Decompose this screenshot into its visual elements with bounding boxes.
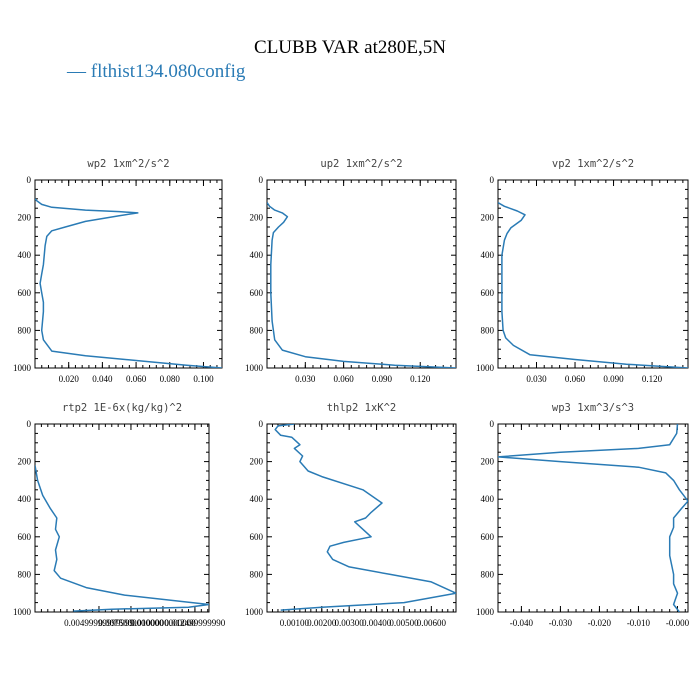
y-tick-label: 800 — [250, 325, 264, 335]
x-tick-label: 0.0075000000000 — [98, 618, 164, 628]
x-tick-label: 0.060 — [333, 374, 354, 384]
y-tick-label: 1000 — [476, 363, 495, 373]
x-tick-label: 0.120 — [642, 374, 663, 384]
y-tick-label: 800 — [481, 325, 495, 335]
x-tick-label: 0.100 — [193, 374, 214, 384]
y-tick-label: 200 — [250, 213, 264, 223]
y-tick-label: 1000 — [13, 607, 32, 617]
panel-title: thlp2 1xK^2 — [327, 402, 397, 414]
panel-title: wp3 1xm^3/s^3 — [552, 402, 634, 414]
x-tick-label: 0.00400 — [362, 618, 392, 628]
x-tick-label: 0.020 — [59, 374, 80, 384]
series-line-wp2 — [35, 198, 222, 368]
x-tick-label: 0.060 — [565, 374, 586, 384]
y-tick-label: 0 — [259, 175, 264, 185]
y-tick-label: 1000 — [476, 607, 495, 617]
y-tick-label: 1000 — [13, 363, 32, 373]
plot-frame — [266, 179, 457, 369]
legend-entry: — flthist134.080config — [66, 61, 246, 82]
plot-frame — [497, 179, 689, 369]
y-tick-label: 200 — [250, 457, 264, 467]
y-tick-label: 200 — [481, 213, 495, 223]
y-tick-label: 600 — [481, 288, 495, 298]
y-tick-label: 0 — [27, 419, 32, 429]
y-tick-label: 0 — [490, 175, 495, 185]
plot-frame — [497, 423, 689, 613]
x-tick-label: 0.030 — [526, 374, 547, 384]
x-tick-label: 0.080 — [160, 374, 181, 384]
x-tick-label: 0.00100 — [280, 618, 310, 628]
panel-wp2: wp2 1xm^2/s^2 0 200 400 600 800 1000 0.020 0.040… — [13, 158, 223, 384]
series-line-rtp2 — [35, 465, 209, 612]
y-tick-label: 200 — [481, 457, 495, 467]
y-tick-label: 200 — [18, 457, 32, 467]
y-tick-label: 400 — [18, 494, 32, 504]
y-tick-label: 1000 — [245, 607, 264, 617]
x-tick-label: -0.030 — [549, 618, 573, 628]
y-tick-label: 800 — [18, 569, 32, 579]
panel-rtp2: rtp2 1E-6x(kg/kg)^2 0 200 400 600 800 1000 0.00… — [13, 402, 226, 628]
y-tick-label: 600 — [250, 288, 264, 298]
y-tick-label: 0 — [490, 419, 495, 429]
y-tick-label: 1000 — [245, 363, 264, 373]
y-tick-label: 600 — [250, 532, 264, 542]
y-tick-label: 400 — [250, 494, 264, 504]
x-tick-label: 0.00499999999999 — [64, 618, 134, 628]
plot-frame — [34, 423, 210, 613]
y-tick-label: 600 — [481, 532, 495, 542]
panel-title: rtp2 1E-6x(kg/kg)^2 — [62, 402, 182, 414]
panel-grid: wp2 1xm^2/s^2 0 200 400 600 800 1000 0.020 0.040… — [13, 158, 690, 628]
series-line-wp3 — [498, 424, 688, 612]
x-tick-label: 0.040 — [92, 374, 113, 384]
y-tick-label: 800 — [18, 325, 32, 335]
panel-thlp2: thlp2 1xK^2 0 200 400 600 800 1000 0.001000.002… — [245, 402, 457, 628]
panel-title: vp2 1xm^2/s^2 — [552, 158, 634, 170]
series-line-up2 — [267, 202, 456, 368]
y-tick-label: 0 — [259, 419, 264, 429]
x-tick-label: 0.00200 — [307, 618, 337, 628]
x-tick-label: 0.00500 — [389, 618, 419, 628]
x-tick-label: -0.010 — [627, 618, 651, 628]
plot-frame — [266, 423, 457, 613]
panel-up2: up2 1xm^2/s^2 0 200 400 600 800 1000 0.030 0.060… — [245, 158, 457, 384]
panel-title: wp2 1xm^2/s^2 — [87, 158, 169, 170]
y-tick-label: 0 — [27, 175, 32, 185]
x-tick-label: -0.020 — [588, 618, 612, 628]
x-tick-label: 0.090 — [372, 374, 393, 384]
x-tick-label: 0.00300 — [335, 618, 365, 628]
y-tick-label: 400 — [18, 250, 32, 260]
x-tick-label: 0.0100000000000 — [130, 618, 196, 628]
y-tick-label: 800 — [250, 569, 264, 579]
y-tick-label: 600 — [18, 288, 32, 298]
x-tick-label: 0.090 — [603, 374, 624, 384]
y-tick-label: 400 — [481, 494, 495, 504]
x-tick-label: 0.120 — [410, 374, 431, 384]
x-tick-label: 0.012499999990 — [165, 618, 226, 628]
x-tick-label: -0.000 — [666, 618, 690, 628]
series-line-vp2 — [498, 201, 688, 368]
y-tick-label: 200 — [18, 213, 32, 223]
panel-vp2: vp2 1xm^2/s^2 0 200 400 600 800 1000 0.030 0.060… — [476, 158, 689, 384]
x-tick-label: 0.060 — [126, 374, 147, 384]
panel-wp3: wp3 1xm^3/s^3 0 200 400 600 800 1000 -0.040 -0.0… — [476, 402, 690, 628]
y-tick-label: 400 — [481, 250, 495, 260]
y-tick-label: 600 — [18, 532, 32, 542]
series-line-thlp2 — [274, 424, 456, 611]
y-tick-label: 800 — [481, 569, 495, 579]
x-tick-label: 0.00600 — [417, 618, 447, 628]
y-tick-label: 400 — [250, 250, 264, 260]
x-tick-label: -0.040 — [510, 618, 534, 628]
x-tick-label: 0.030 — [295, 374, 316, 384]
panel-title: up2 1xm^2/s^2 — [320, 158, 402, 170]
figure-title: CLUBB VAR at280E,5N — [254, 37, 446, 58]
